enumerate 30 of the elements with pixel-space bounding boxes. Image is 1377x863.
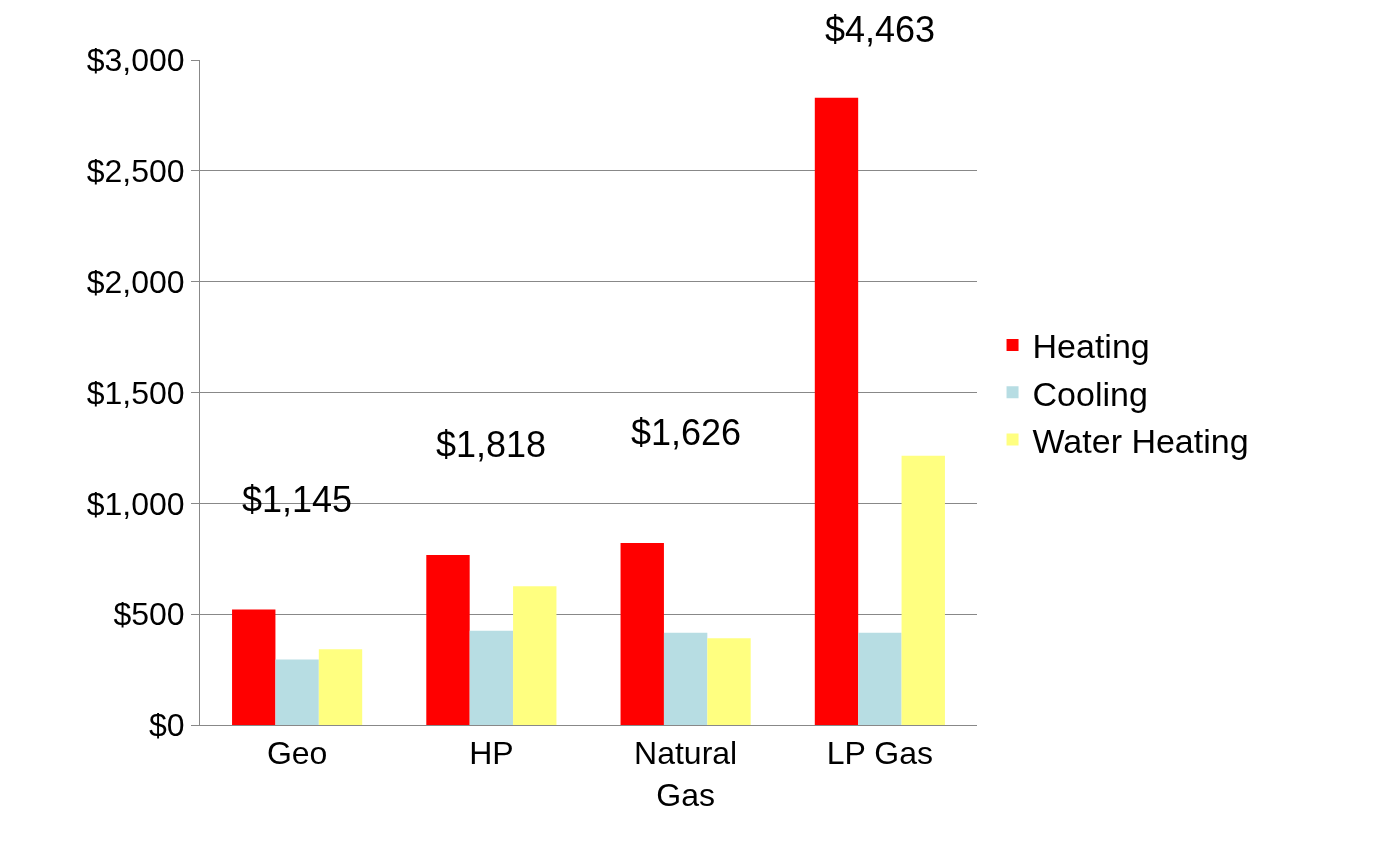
bar xyxy=(513,586,557,725)
annotation: $1,145 xyxy=(242,479,353,520)
annotation: $1,626 xyxy=(631,412,742,453)
bar xyxy=(232,609,276,725)
y-tick-label: $2,000 xyxy=(86,263,185,300)
y-tick-label: $1,000 xyxy=(86,485,185,522)
legend-label: Heating xyxy=(1032,327,1150,366)
bar xyxy=(858,632,902,725)
y-tick-label: $500 xyxy=(113,596,185,633)
y-tick-label: $2,500 xyxy=(86,153,185,190)
y-tick-label: $0 xyxy=(149,707,185,744)
bar xyxy=(318,649,363,725)
bar xyxy=(901,455,945,725)
bar xyxy=(426,554,470,725)
bar xyxy=(663,632,708,725)
bar xyxy=(814,97,859,725)
x-tick-label: HP xyxy=(469,735,514,772)
bar xyxy=(275,659,319,725)
y-tick-label: $3,000 xyxy=(86,42,185,79)
legend-label: Cooling xyxy=(1032,374,1148,413)
x-tick-label: Natural Gas xyxy=(634,735,738,813)
legend-label: Water Heating xyxy=(1032,421,1249,460)
x-tick-label: Geo xyxy=(266,735,328,772)
x-tick-label: LP Gas xyxy=(826,735,933,772)
bar xyxy=(707,638,751,725)
bar xyxy=(620,543,664,725)
y-tick-label: $1,500 xyxy=(86,374,185,411)
text: $4,463 xyxy=(825,9,936,50)
annotation: $1,818 xyxy=(436,424,547,465)
bar xyxy=(469,630,514,725)
